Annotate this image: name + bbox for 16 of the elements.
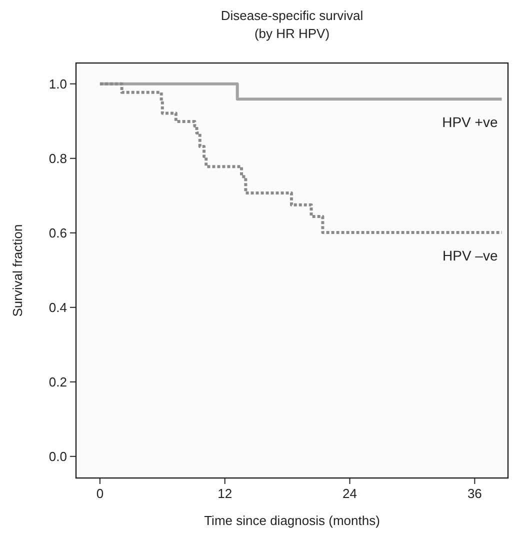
series-label: HPV –ve [442, 248, 498, 264]
y-tick-label: 0.4 [48, 300, 67, 315]
x-tick-label: 24 [342, 486, 358, 501]
y-tick-label: 1.0 [48, 76, 67, 92]
x-tick-label: 12 [218, 486, 232, 501]
x-tick-label: 36 [467, 486, 482, 501]
y-tick-label: 0.6 [48, 225, 67, 240]
y-tick-label: 0.2 [48, 374, 67, 390]
chart-subtitle: (by HR HPV) [254, 26, 330, 41]
y-axis-title: Survival fraction [10, 224, 25, 317]
chart-title: Disease-specific survival [220, 8, 364, 23]
x-axis-title: Time since diagnosis (months) [204, 513, 380, 528]
series-label: HPV +ve [442, 114, 498, 130]
y-tick-label: 0.0 [48, 448, 67, 464]
x-tick-label: 0 [96, 486, 104, 501]
y-tick-label: 0.8 [48, 150, 67, 166]
